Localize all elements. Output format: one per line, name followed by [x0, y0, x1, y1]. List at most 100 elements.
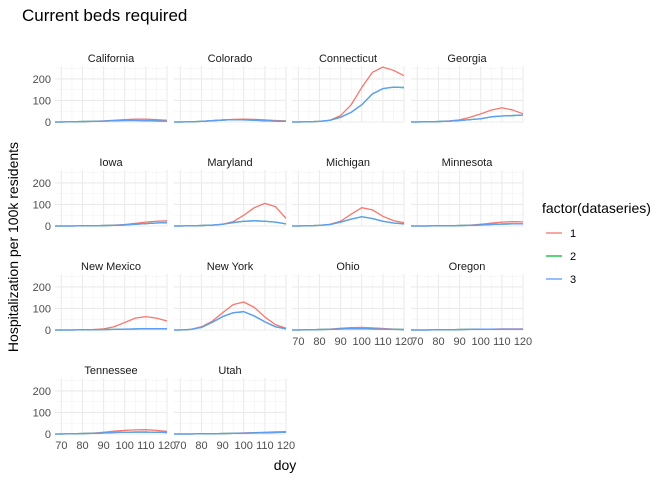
x-tick-label: 120 [158, 440, 176, 452]
series-line-3 [55, 119, 168, 123]
facet-panel-ohio: Ohio 70 80 90 100 110 120 [292, 261, 413, 348]
facet-panel-utah: Utah 70 80 90 100 110 120 [174, 365, 295, 452]
panel-background [174, 170, 286, 226]
series-line-3 [292, 86, 405, 123]
series-line-3 [292, 328, 405, 331]
facet-strip-label: Tennessee [84, 365, 137, 377]
facet-panels: California 0 100 200 Colorado Connecticut Geor… [33, 53, 533, 452]
x-tick-label: 80 [76, 440, 88, 452]
x-tick-label: 120 [277, 440, 295, 452]
series-line-3 [174, 311, 287, 331]
chart-title: Current beds required [22, 6, 187, 25]
y-tick-label: 0 [45, 429, 51, 441]
panel-background [174, 378, 286, 434]
x-axis-label: doy [274, 457, 297, 473]
legend-entry-label: 3 [570, 274, 576, 286]
facet-strip-label: Michigan [326, 157, 370, 169]
series-line-3 [174, 118, 287, 123]
panel-background [292, 66, 404, 122]
x-tick-label: 90 [216, 440, 228, 452]
series-line-3 [174, 220, 287, 227]
panel-background [174, 66, 286, 122]
series-line-3 [55, 328, 167, 331]
panel-background [55, 378, 167, 434]
panel-background [411, 274, 523, 330]
legend-entry-label: 1 [570, 228, 576, 240]
x-tick-label: 70 [174, 440, 186, 452]
x-tick-label: 120 [395, 336, 413, 348]
panel-background [55, 170, 167, 226]
x-tick-label: 100 [353, 336, 371, 348]
x-tick-label: 110 [374, 336, 392, 348]
facet-strip-label: California [88, 53, 135, 65]
y-tick-label: 200 [33, 282, 51, 294]
facet-strip-label: New York [207, 261, 254, 273]
panel-background [55, 66, 167, 122]
facet-strip-label: Maryland [207, 157, 252, 169]
facet-strip-label: Oregon [449, 261, 486, 273]
series-line-3 [55, 431, 168, 435]
y-tick-label: 200 [33, 386, 51, 398]
y-tick-label: 0 [45, 325, 51, 337]
y-tick-label: 200 [33, 178, 51, 190]
x-tick-label: 90 [97, 440, 109, 452]
x-tick-label: 100 [116, 440, 134, 452]
facet-panel-maryland: Maryland [174, 157, 287, 227]
legend-title: factor(dataseries) [542, 200, 651, 216]
panel-background [55, 274, 167, 330]
x-tick-label: 120 [514, 336, 532, 348]
facet-panel-minnesota: Minnesota [411, 157, 524, 227]
facet-panel-california: California 0 100 200 [33, 53, 168, 129]
y-tick-label: 200 [33, 74, 51, 86]
x-tick-label: 70 [55, 440, 67, 452]
y-tick-label: 0 [45, 221, 51, 233]
facet-strip-label: Connecticut [319, 53, 377, 65]
facet-panel-new-york: New York [174, 261, 287, 331]
facet-panel-oregon: Oregon 70 80 90 100 110 120 [411, 261, 532, 348]
x-tick-label: 110 [493, 336, 511, 348]
facet-panel-iowa: Iowa 0 100 200 [33, 157, 168, 233]
x-tick-label: 110 [256, 440, 274, 452]
panel-background [411, 170, 523, 226]
facet-strip-label: Ohio [336, 261, 359, 273]
x-tick-label: 100 [235, 440, 253, 452]
x-tick-label: 70 [292, 336, 304, 348]
x-tick-label: 110 [137, 440, 155, 452]
y-tick-label: 100 [33, 303, 51, 315]
series-line-3 [411, 223, 523, 227]
series-line-3 [292, 216, 405, 227]
panel-background [292, 274, 404, 330]
y-tick-label: 100 [33, 407, 51, 419]
y-tick-label: 100 [33, 95, 51, 107]
x-tick-label: 80 [432, 336, 444, 348]
panel-background [174, 274, 286, 330]
facet-strip-label: Iowa [99, 157, 123, 169]
y-tick-label: 0 [45, 117, 51, 129]
facet-panel-new-mexico: New Mexico 0 100 200 [33, 261, 168, 337]
x-tick-label: 80 [313, 336, 325, 348]
x-tick-label: 100 [472, 336, 490, 348]
panel-background [411, 66, 523, 122]
series-line-3 [411, 114, 524, 123]
x-tick-label: 90 [334, 336, 346, 348]
x-tick-label: 70 [411, 336, 423, 348]
facet-strip-label: Utah [218, 365, 241, 377]
facet-strip-label: Colorado [208, 53, 253, 65]
facet-panel-connecticut: Connecticut [292, 53, 405, 123]
legend: factor(dataseries) 1 2 3 [542, 200, 651, 286]
facet-strip-label: Georgia [447, 53, 487, 65]
series-line-3 [411, 328, 523, 331]
y-axis-label: Hospitalization per 100k residents [5, 142, 21, 352]
y-tick-label: 100 [33, 199, 51, 211]
x-tick-label: 90 [453, 336, 465, 348]
series-line-3 [55, 221, 168, 227]
facet-strip-label: Minnesota [442, 157, 494, 169]
facet-panel-michigan: Michigan [292, 157, 405, 227]
series-line-3 [174, 431, 287, 435]
facet-panel-georgia: Georgia [411, 53, 524, 123]
facet-panel-colorado: Colorado [174, 53, 287, 123]
legend-entry-label: 2 [570, 251, 576, 263]
facet-strip-label: New Mexico [81, 261, 141, 273]
